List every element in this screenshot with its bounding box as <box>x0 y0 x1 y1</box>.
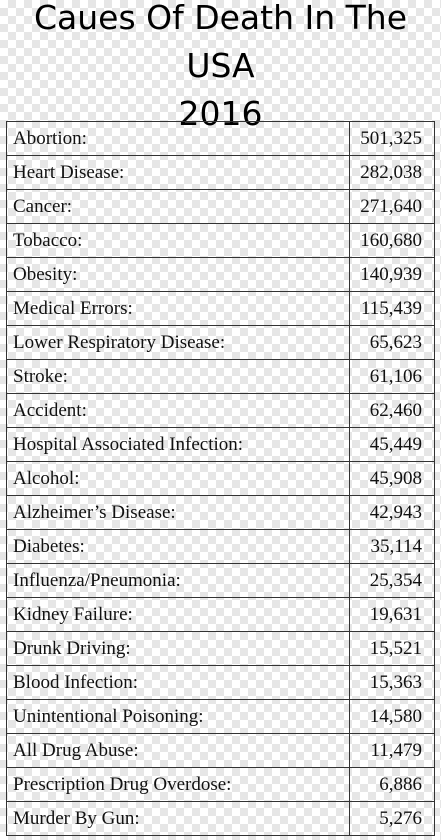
cause-label: Accident: <box>6 393 350 428</box>
cause-label: Influenza/Pneumonia: <box>6 563 350 598</box>
death-count: 271,640 <box>349 189 435 224</box>
causes-of-death-table: Abortion: 501,325 Heart Disease: 282,038 Can… <box>6 121 435 836</box>
table-row: Obesity: 140,939 <box>6 257 435 292</box>
page-title: Caues Of Death In The USA 2016 <box>33 0 408 133</box>
cause-label: Hospital Associated Infection: <box>6 427 350 462</box>
table-row: Kidney Failure: 19,631 <box>6 597 435 632</box>
cause-label: Unintentional Poisoning: <box>6 699 350 734</box>
death-count: 25,354 <box>349 563 435 598</box>
cause-label: Prescription Drug Overdose: <box>6 767 350 802</box>
table-row: Lower Respiratory Disease: 65,623 <box>6 325 435 360</box>
table-row: Tobacco: 160,680 <box>6 223 435 258</box>
table-row: Diabetes: 35,114 <box>6 529 435 564</box>
cause-label: Alzheimer’s Disease: <box>6 495 350 530</box>
death-count: 45,908 <box>349 461 435 496</box>
death-count: 501,325 <box>349 121 435 156</box>
cause-label: Alcohol: <box>6 461 350 496</box>
death-count: 15,363 <box>349 665 435 700</box>
death-count: 115,439 <box>349 291 435 326</box>
death-count: 45,449 <box>349 427 435 462</box>
death-count: 62,460 <box>349 393 435 428</box>
cause-label: Blood Infection: <box>6 665 350 700</box>
death-count: 5,276 <box>349 801 435 836</box>
death-count: 61,106 <box>349 359 435 394</box>
death-count: 65,623 <box>349 325 435 360</box>
table-row: Alzheimer’s Disease: 42,943 <box>6 495 435 530</box>
death-count: 19,631 <box>349 597 435 632</box>
table-row: Drunk Driving: 15,521 <box>6 631 435 666</box>
table-row: Blood Infection: 15,363 <box>6 665 435 700</box>
table-row: Influenza/Pneumonia: 25,354 <box>6 563 435 598</box>
death-count: 15,521 <box>349 631 435 666</box>
cause-label: Murder By Gun: <box>6 801 350 836</box>
table-row: Abortion: 501,325 <box>6 121 435 156</box>
death-count: 14,580 <box>349 699 435 734</box>
cause-label: All Drug Abuse: <box>6 733 350 768</box>
table-row: Alcohol: 45,908 <box>6 461 435 496</box>
cause-label: Medical Errors: <box>6 291 350 326</box>
death-count: 140,939 <box>349 257 435 292</box>
table-row: Accident: 62,460 <box>6 393 435 428</box>
table-row: All Drug Abuse: 11,479 <box>6 733 435 768</box>
death-count: 35,114 <box>349 529 435 564</box>
table-row: Medical Errors: 115,439 <box>6 291 435 326</box>
cause-label: Stroke: <box>6 359 350 394</box>
cause-label: Diabetes: <box>6 529 350 564</box>
death-count: 282,038 <box>349 155 435 190</box>
table-row: Stroke: 61,106 <box>6 359 435 394</box>
cause-label: Obesity: <box>6 257 350 292</box>
table-row: Heart Disease: 282,038 <box>6 155 435 190</box>
table-row: Hospital Associated Infection: 45,449 <box>6 427 435 462</box>
table-row: Cancer: 271,640 <box>6 189 435 224</box>
cause-label: Lower Respiratory Disease: <box>6 325 350 360</box>
death-count: 11,479 <box>349 733 435 768</box>
cause-label: Tobacco: <box>6 223 350 258</box>
death-count: 6,886 <box>349 767 435 802</box>
table-row: Unintentional Poisoning: 14,580 <box>6 699 435 734</box>
cause-label: Kidney Failure: <box>6 597 350 632</box>
table-row: Prescription Drug Overdose: 6,886 <box>6 767 435 802</box>
death-count: 42,943 <box>349 495 435 530</box>
cause-label: Drunk Driving: <box>6 631 350 666</box>
table-row: Murder By Gun: 5,276 <box>6 801 435 836</box>
cause-label: Cancer: <box>6 189 350 224</box>
cause-label: Abortion: <box>6 121 350 156</box>
death-count: 160,680 <box>349 223 435 258</box>
cause-label: Heart Disease: <box>6 155 350 190</box>
